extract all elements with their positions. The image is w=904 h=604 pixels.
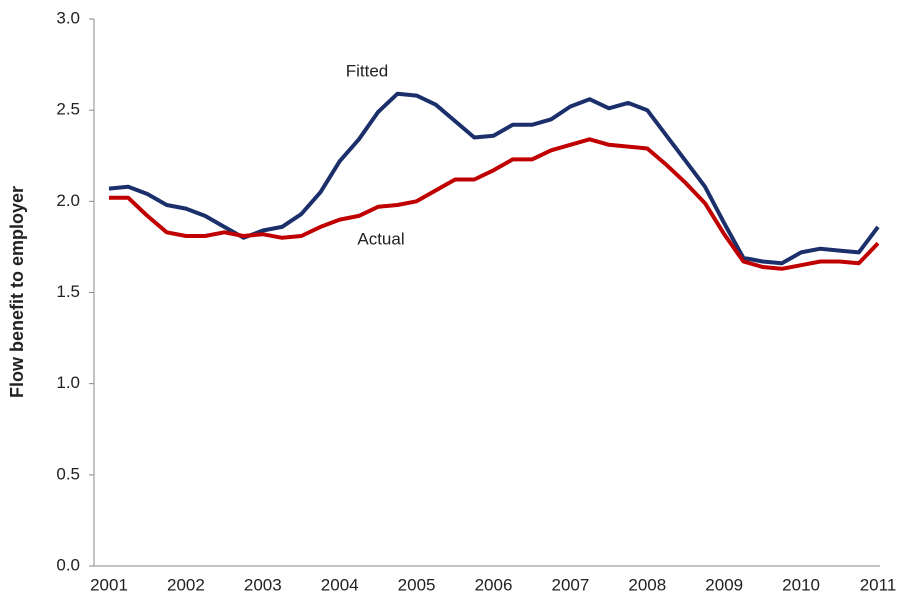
x-tick-label: 2001: [90, 575, 128, 594]
y-tick-label: 1.0: [56, 373, 80, 392]
line-series: [109, 137, 880, 271]
x-tick-label: 2010: [782, 575, 820, 594]
x-tick-label: 2007: [551, 575, 589, 594]
y-tick-label: 0.0: [56, 555, 80, 574]
series-label: Actual: [357, 229, 404, 248]
x-tick-label: 2011: [860, 575, 897, 594]
x-tick-label: 2004: [321, 575, 359, 594]
y-tick-label: 2.0: [56, 191, 80, 210]
y-tick-label: 1.5: [56, 282, 80, 301]
line-series: [108, 91, 880, 266]
x-tick-label: 2009: [705, 575, 743, 594]
x-tick-label: 2005: [398, 575, 436, 594]
y-tick-label: 2.5: [56, 100, 80, 119]
x-tick-label: 2006: [475, 575, 513, 594]
series-label: Fitted: [346, 61, 389, 80]
y-tick-label: 3.0: [56, 8, 80, 27]
x-tick-label: 2008: [628, 575, 666, 594]
y-tick-label: 0.5: [56, 464, 80, 483]
x-tick-label: 2003: [244, 575, 282, 594]
x-tick-label: 2002: [167, 575, 205, 594]
y-axis-label: Flow benefit to employer: [7, 186, 27, 398]
